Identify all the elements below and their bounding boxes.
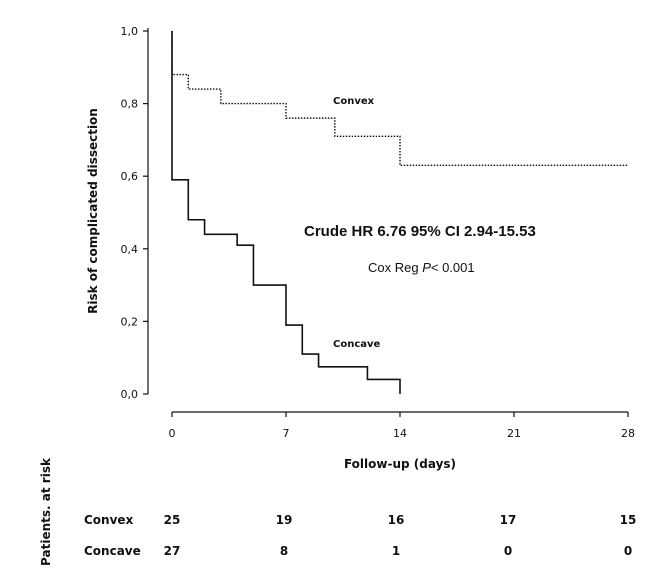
x-tick-label: 0 bbox=[169, 427, 176, 440]
curves bbox=[171, 31, 628, 394]
axes bbox=[147, 28, 628, 413]
series-line-convex bbox=[171, 31, 628, 167]
risk-cell: 25 bbox=[164, 513, 181, 527]
x-ticks: 0 7 14 21 28 bbox=[169, 412, 635, 440]
y-tick-label: 1,0 bbox=[121, 25, 139, 38]
cox-suffix: < 0.001 bbox=[431, 260, 475, 275]
risk-cell: 16 bbox=[388, 513, 405, 527]
risk-cell: 8 bbox=[280, 544, 288, 558]
risk-cell: 17 bbox=[500, 513, 517, 527]
series-label-concave: Concave bbox=[333, 339, 381, 350]
y-tick-label: 0,6 bbox=[121, 170, 139, 183]
risk-cell: 19 bbox=[276, 513, 293, 527]
x-tick-label: 7 bbox=[283, 427, 290, 440]
risk-row-label: Concave bbox=[84, 544, 141, 558]
x-tick-label: 21 bbox=[507, 427, 521, 440]
risk-cell: 15 bbox=[620, 513, 637, 527]
series-label-convex: Convex bbox=[333, 96, 375, 107]
risk-row-label: Convex bbox=[84, 513, 134, 527]
y-tick-label: 0,8 bbox=[121, 98, 139, 111]
risk-cell: 27 bbox=[164, 544, 181, 558]
cox-prefix: Cox Reg bbox=[368, 260, 422, 275]
y-ticks: 0,0 0,2 0,4 0,6 0,8 1,0 bbox=[121, 25, 148, 401]
y-tick-label: 0,0 bbox=[121, 388, 139, 401]
y-tick-label: 0,2 bbox=[121, 315, 139, 328]
risk-cell: 0 bbox=[624, 544, 632, 558]
risk-cell: 1 bbox=[392, 544, 400, 558]
cox-p: P bbox=[422, 260, 431, 275]
risk-table: Convex 25 19 16 17 15 Concave 27 8 1 0 0 bbox=[84, 513, 636, 558]
cox-annotation: Cox Reg P< 0.001 bbox=[368, 260, 475, 275]
x-tick-label: 28 bbox=[621, 427, 635, 440]
series-line-concave bbox=[171, 31, 401, 394]
x-axis-title: Follow-up (days) bbox=[344, 457, 456, 471]
hr-annotation: Crude HR 6.76 95% CI 2.94-15.53 bbox=[304, 223, 536, 240]
risk-cell: 0 bbox=[504, 544, 512, 558]
risk-table-title: Patients. at risk bbox=[39, 457, 53, 566]
x-tick-label: 14 bbox=[393, 427, 407, 440]
y-tick-label: 0,4 bbox=[121, 243, 139, 256]
y-axis-title: Risk of complicated dissection bbox=[86, 108, 100, 314]
